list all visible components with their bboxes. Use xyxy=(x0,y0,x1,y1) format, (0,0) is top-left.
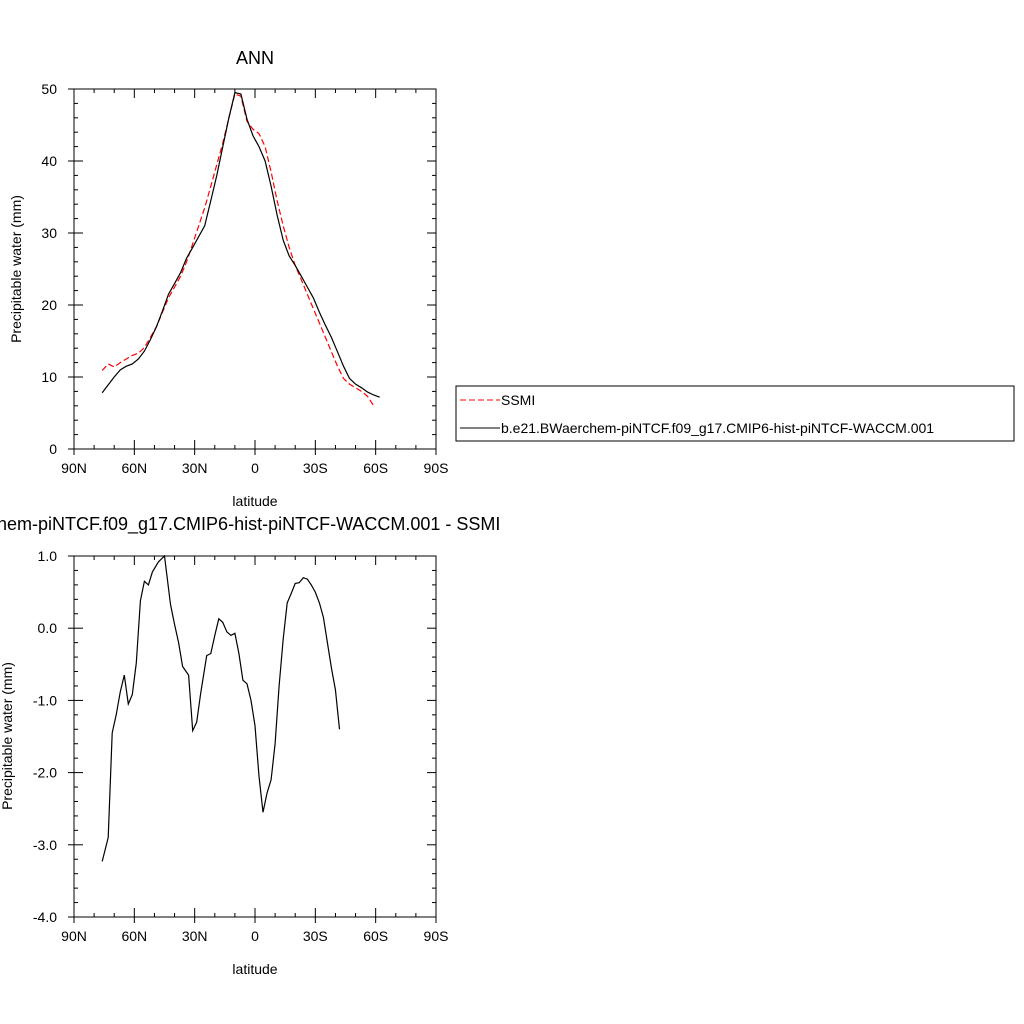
x-tick-label: 60S xyxy=(363,460,388,476)
x-tick-label: 0 xyxy=(251,928,259,944)
x-tick-label: 30S xyxy=(303,928,328,944)
plot-frame xyxy=(73,555,437,918)
y-tick-label: -2.0 xyxy=(33,765,57,781)
chart-title: ANN xyxy=(236,48,274,68)
legend-label-ssmi: SSMI xyxy=(501,392,535,408)
y-tick-label: 40 xyxy=(41,153,57,169)
x-axis-label: latitude xyxy=(232,961,277,977)
plot-frame xyxy=(73,88,437,450)
legend: SSMI b.e21.BWaerchem-piNTCF.f09_g17.CMIP… xyxy=(455,385,1015,442)
legend-label-model: b.e21.BWaerchem-piNTCF.f09_g17.CMIP6-his… xyxy=(501,420,934,436)
x-tick-label: 30N xyxy=(182,928,208,944)
y-tick-label: 50 xyxy=(41,81,57,97)
y-tick-label: 30 xyxy=(41,225,57,241)
x-tick-label: 0 xyxy=(251,460,259,476)
y-tick-label: -1.0 xyxy=(33,692,57,708)
y-axis-label: Precipitable water (mm) xyxy=(8,195,24,343)
tick-group: 90N 60N 30N 0 30S 60S 90S -4.0 -3.0 -2.0 -1.0 0.0 1.… xyxy=(33,548,449,944)
y-axis-label: Precipitable water (mm) xyxy=(0,662,15,810)
tick-group: 90N 60N 30N 0 30S 60S 90S 0 10 20 30 40 50 xyxy=(41,81,448,476)
precip-panel: ANN Precipitable water (mm) latitude 90N… xyxy=(8,48,448,509)
x-tick-label: 60S xyxy=(363,928,388,944)
x-tick-label: 30S xyxy=(303,460,328,476)
legend-box xyxy=(455,385,1015,442)
x-tick-label: 30N xyxy=(182,460,208,476)
chart-title: b.e21.BWaerchem-piNTCF.f09_g17.CMIP6-his… xyxy=(0,514,500,535)
y-tick-label: -3.0 xyxy=(33,837,57,853)
series-line-0 xyxy=(101,554,341,862)
y-tick-label: -4.0 xyxy=(33,909,57,925)
y-tick-label: 10 xyxy=(41,369,57,385)
x-axis-label: latitude xyxy=(232,493,277,509)
x-tick-label: 90N xyxy=(61,460,87,476)
x-tick-label: 90S xyxy=(424,460,449,476)
series-group xyxy=(101,554,341,862)
difference-panel: b.e21.BWaerchem-piNTCF.f09_g17.CMIP6-his… xyxy=(0,514,500,977)
x-tick-label: 90N xyxy=(61,928,87,944)
x-tick-label: 60N xyxy=(121,460,147,476)
series-group xyxy=(101,91,380,407)
y-tick-label: 1.0 xyxy=(38,548,58,564)
y-tick-label: 0 xyxy=(49,441,57,457)
x-tick-label: 60N xyxy=(121,928,147,944)
y-tick-label: 0.0 xyxy=(38,620,58,636)
x-tick-label: 90S xyxy=(424,928,449,944)
series-line-0 xyxy=(101,93,375,407)
y-tick-label: 20 xyxy=(41,297,57,313)
series-line-1 xyxy=(101,91,380,398)
